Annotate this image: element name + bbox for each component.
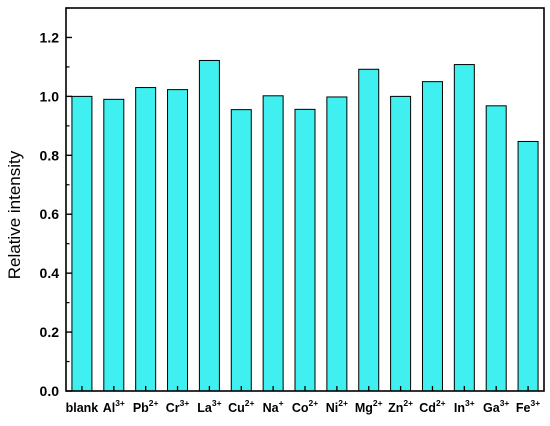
y-tick-label: 1.2 xyxy=(40,29,60,45)
x-tick-label-fe: Fe3+ xyxy=(516,398,540,415)
bar-cu xyxy=(230,109,252,392)
y-tick-label: 1.0 xyxy=(40,88,60,104)
bar-cr xyxy=(167,89,189,392)
y-tick-label: 0.8 xyxy=(40,147,60,163)
bar-in xyxy=(453,64,475,392)
x-tick-label-ni: Ni2+ xyxy=(326,398,348,415)
bar-co xyxy=(294,108,316,392)
y-tick-label: 0.6 xyxy=(40,206,60,222)
y-tick-label: 0.4 xyxy=(40,265,60,281)
x-tick-label-la: La3+ xyxy=(197,398,221,415)
bar-la xyxy=(198,59,220,392)
x-tick-label-cu: Cu2+ xyxy=(228,398,254,415)
x-tick-label-na: Na+ xyxy=(263,398,284,415)
y-axis-title-group: Relative intensity xyxy=(5,150,24,279)
x-tick-label-co: Co2+ xyxy=(292,398,318,415)
x-ticks: blank Al3+ Pb2+ Cr3+ La3+ Cu2+ Na+ Co2+ Ni2+ Mg2+… xyxy=(66,386,540,415)
bar-al xyxy=(103,98,125,392)
bar-ga xyxy=(485,105,507,392)
bar-pb xyxy=(135,87,157,392)
bar-mg xyxy=(358,68,380,392)
y-ticks: 0.0 0.2 0.4 0.6 0.8 1.0 1.2 xyxy=(40,7,72,399)
y-tick-label: 0.0 xyxy=(40,383,60,399)
bar-na xyxy=(262,95,284,392)
x-tick-label-mg: Mg2+ xyxy=(355,398,383,415)
y-tick-label: 0.2 xyxy=(40,324,60,340)
y-axis-title: Relative intensity xyxy=(5,150,24,279)
bar-cd xyxy=(421,81,443,392)
x-tick-label-in: In3+ xyxy=(454,398,475,415)
x-tick-label-al: Al3+ xyxy=(103,398,125,415)
bar-zn xyxy=(390,95,412,392)
bar-fe xyxy=(517,140,539,392)
x-tick-label-ga: Ga3+ xyxy=(483,398,509,415)
x-tick-label-cd: Cd2+ xyxy=(419,398,445,415)
x-tick-label-blank: blank xyxy=(66,401,99,415)
x-tick-label-cr: Cr3+ xyxy=(166,398,190,415)
bar-blank xyxy=(71,95,93,392)
bars xyxy=(71,59,539,392)
bar-ni xyxy=(326,96,348,392)
x-tick-label-zn: Zn2+ xyxy=(388,398,413,415)
x-tick-label-pb: Pb2+ xyxy=(133,398,159,415)
